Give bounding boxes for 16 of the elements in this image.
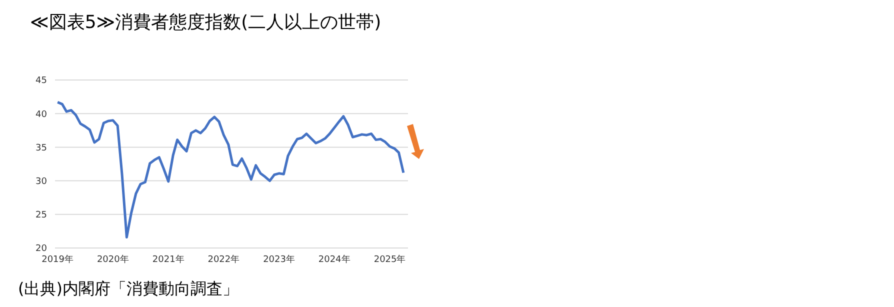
x-tick-label: 2025年: [374, 254, 406, 265]
y-tick-label: 40: [36, 110, 48, 120]
y-tick-label: 30: [36, 176, 48, 187]
x-tick-label: 2024年: [318, 254, 350, 265]
y-tick-label: 25: [36, 210, 47, 221]
text: (出典)内閣府「消費動向調査」: [18, 279, 238, 298]
x-tick-label: 2020年: [96, 254, 129, 265]
x-tick-label: 2021年: [152, 254, 184, 265]
line-series: [56, 100, 405, 238]
y-tick-label: 35: [36, 143, 47, 154]
x-tick-label: 2019年: [42, 254, 74, 265]
y-tick-label: 20: [36, 244, 48, 254]
x-tick-label: 2022年: [208, 254, 240, 265]
chart-title: ≪図表5≫消費者態度指数(二人以上の世帯): [30, 12, 382, 33]
x-tick-label: 2023年: [263, 254, 295, 265]
y-tick-label: 45: [36, 76, 47, 86]
